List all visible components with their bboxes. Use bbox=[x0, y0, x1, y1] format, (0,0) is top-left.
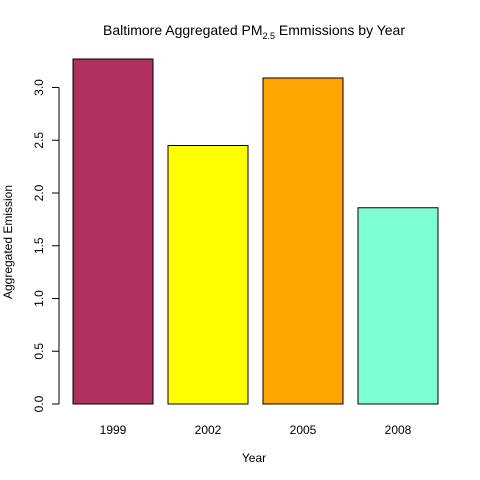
x-tick-label-1999: 1999 bbox=[100, 423, 127, 437]
y-tick-label: 0.5 bbox=[32, 343, 46, 360]
chart-title-subscript: 2.5 bbox=[263, 31, 276, 41]
y-ticks-group: 0.0 0.5 1.0 1.5 2.0 2.5 3.0 bbox=[32, 79, 59, 412]
x-tick-labels: 1999 2002 2005 2008 bbox=[100, 423, 412, 437]
y-tick-label: 1.5 bbox=[32, 237, 46, 254]
y-tick-label: 1.0 bbox=[32, 290, 46, 307]
chart-title-main: Baltimore Aggregated PM bbox=[103, 22, 263, 38]
y-axis: 0.0 0.5 1.0 1.5 2.0 2.5 3.0 bbox=[32, 79, 60, 412]
bar-1999 bbox=[72, 58, 154, 405]
y-tick-label: 2.5 bbox=[32, 132, 46, 149]
x-axis-label: Year bbox=[242, 451, 266, 465]
x-tick-label-2002: 2002 bbox=[195, 423, 222, 437]
y-axis-label: Aggregated Emission bbox=[1, 185, 15, 299]
y-tick-label: 2.0 bbox=[32, 184, 46, 201]
x-tick-label-2008: 2008 bbox=[385, 423, 412, 437]
bar-2008 bbox=[357, 207, 439, 405]
y-tick-label: 3.0 bbox=[32, 79, 46, 96]
chart-title: Baltimore Aggregated PM2.5 Emmissions by… bbox=[103, 22, 405, 41]
bars-group bbox=[72, 58, 439, 405]
chart-title-rest: Emmissions by Year bbox=[275, 22, 405, 38]
bar-2005 bbox=[262, 77, 344, 405]
x-tick-label-2005: 2005 bbox=[290, 423, 317, 437]
y-tick-label: 0.0 bbox=[32, 395, 46, 412]
bar-2002 bbox=[167, 145, 249, 405]
